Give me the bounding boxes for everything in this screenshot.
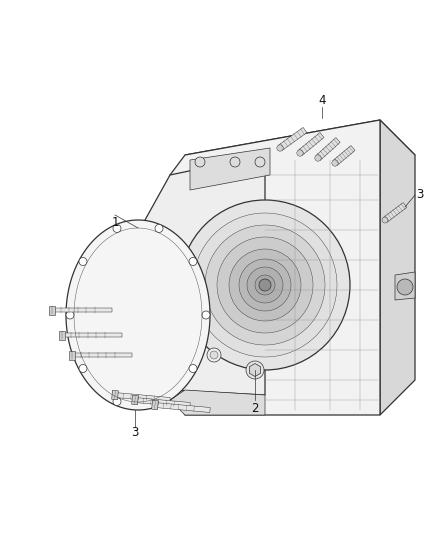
- Circle shape: [255, 275, 275, 295]
- Circle shape: [332, 160, 338, 166]
- Circle shape: [229, 249, 301, 321]
- Polygon shape: [59, 330, 65, 340]
- Polygon shape: [155, 402, 210, 413]
- Circle shape: [189, 257, 197, 265]
- Polygon shape: [170, 390, 265, 415]
- Polygon shape: [112, 390, 118, 400]
- Polygon shape: [69, 351, 75, 359]
- Polygon shape: [62, 333, 122, 337]
- Polygon shape: [249, 364, 261, 376]
- Circle shape: [259, 279, 271, 291]
- Polygon shape: [298, 133, 324, 156]
- Circle shape: [210, 351, 218, 359]
- Polygon shape: [170, 120, 380, 415]
- Polygon shape: [316, 138, 340, 160]
- Circle shape: [155, 398, 163, 406]
- Circle shape: [207, 348, 221, 362]
- Circle shape: [230, 157, 240, 167]
- Circle shape: [180, 200, 350, 370]
- Polygon shape: [185, 120, 415, 190]
- Circle shape: [113, 398, 121, 406]
- Polygon shape: [383, 203, 407, 222]
- Text: 3: 3: [416, 189, 424, 201]
- Circle shape: [193, 213, 337, 357]
- Polygon shape: [190, 148, 270, 190]
- Circle shape: [315, 155, 321, 161]
- Circle shape: [66, 311, 74, 319]
- Circle shape: [247, 267, 283, 303]
- Text: 3: 3: [131, 426, 139, 440]
- Polygon shape: [333, 146, 355, 165]
- Polygon shape: [132, 395, 138, 405]
- Polygon shape: [72, 352, 132, 358]
- Polygon shape: [49, 305, 55, 314]
- Polygon shape: [135, 398, 190, 407]
- Circle shape: [202, 311, 210, 319]
- Text: 1: 1: [111, 216, 119, 230]
- Circle shape: [255, 157, 265, 167]
- Circle shape: [250, 365, 260, 375]
- Polygon shape: [115, 392, 170, 402]
- Polygon shape: [152, 400, 158, 410]
- Text: 4: 4: [318, 93, 326, 107]
- Circle shape: [217, 237, 313, 333]
- Circle shape: [189, 365, 197, 373]
- Circle shape: [79, 365, 87, 373]
- Text: 2: 2: [251, 401, 259, 415]
- Polygon shape: [66, 220, 210, 410]
- Polygon shape: [380, 120, 415, 415]
- Polygon shape: [140, 155, 265, 395]
- Circle shape: [382, 217, 388, 223]
- Circle shape: [113, 224, 121, 232]
- Circle shape: [397, 279, 413, 295]
- Circle shape: [195, 157, 205, 167]
- Polygon shape: [278, 127, 307, 151]
- Circle shape: [205, 225, 325, 345]
- Circle shape: [79, 257, 87, 265]
- Circle shape: [277, 145, 283, 151]
- Circle shape: [155, 224, 163, 232]
- Circle shape: [297, 150, 303, 156]
- Circle shape: [246, 361, 264, 379]
- Polygon shape: [52, 308, 112, 312]
- Circle shape: [239, 259, 291, 311]
- Polygon shape: [395, 272, 415, 300]
